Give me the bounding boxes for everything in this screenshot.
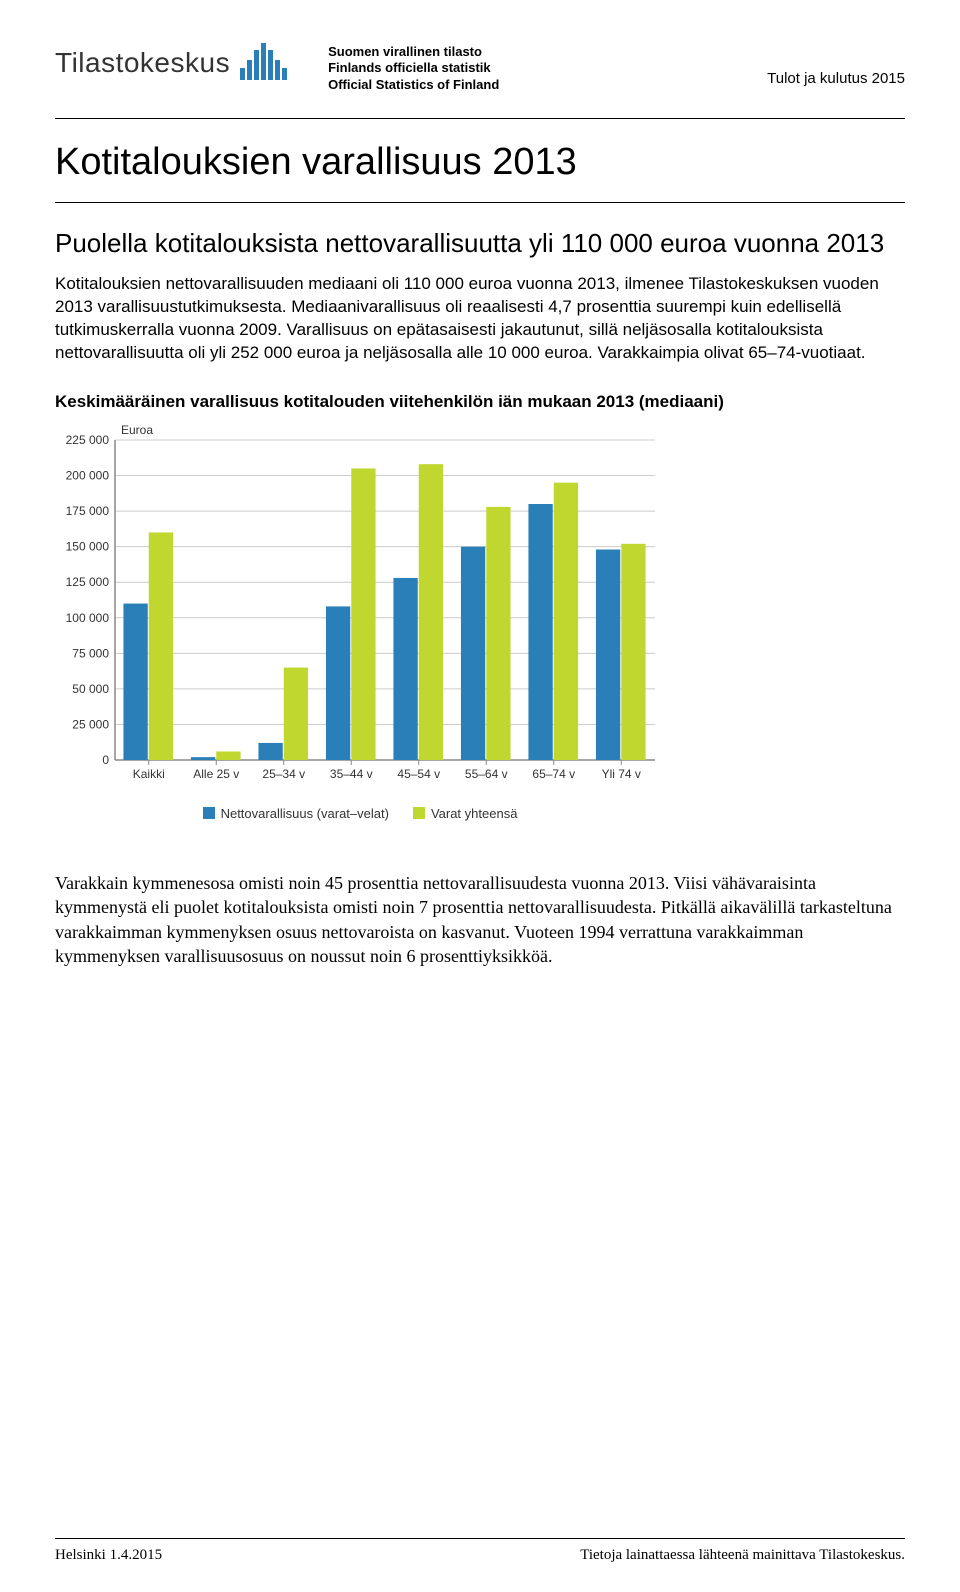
brand-logo: Tilastokeskus [55,40,288,85]
category-label: Tulot ja kulutus 2015 [767,70,905,87]
svg-text:45–54 v: 45–54 v [397,767,440,781]
footer: Helsinki 1.4.2015 Tietoja lainattaessa l… [55,1538,905,1564]
svt-en: Official Statistics of Finland [328,77,499,93]
svg-text:55–64 v: 55–64 v [465,767,508,781]
legend-swatch-icon [203,807,215,819]
svg-text:65–74 v: 65–74 v [532,767,575,781]
svg-text:150 000: 150 000 [66,540,110,554]
svt-block: Suomen virallinen tilasto Finlands offic… [328,44,499,93]
intro-paragraph: Kotitalouksien nettovarallisuuden mediaa… [55,273,905,365]
chart-legend: Nettovarallisuus (varat–velat) Varat yht… [55,806,665,821]
chart: 0 25 000 50 000 75 000 100 000 125 000 150 000… [55,420,665,821]
bars-icon [238,40,288,85]
svg-text:Euroa: Euroa [121,423,153,437]
svg-text:Kaikki: Kaikki [133,767,165,781]
svg-text:25–34 v: 25–34 v [262,767,305,781]
brand-text: Tilastokeskus [55,47,230,79]
svt-fi: Suomen virallinen tilasto [328,44,499,60]
svg-text:50 000: 50 000 [72,682,109,696]
divider [55,118,905,119]
footer-attribution: Tietoja lainattaessa lähteenä mainittava… [580,1547,905,1564]
legend-label-netto: Nettovarallisuus (varat–velat) [221,806,389,821]
divider [55,202,905,203]
body-paragraph: Varakkain kymmenesosa omisti noin 45 pro… [55,871,905,968]
chart-title: Keskimääräinen varallisuus kotitalouden … [55,391,905,414]
svg-text:225 000: 225 000 [66,433,110,447]
page-title: Kotitalouksien varallisuus 2013 [55,141,905,184]
svg-text:175 000: 175 000 [66,504,110,518]
svg-text:35–44 v: 35–44 v [330,767,373,781]
svg-text:75 000: 75 000 [72,646,109,660]
svt-sv: Finlands officiella statistik [328,60,499,76]
legend-swatch-icon [413,807,425,819]
svg-text:0: 0 [102,753,109,767]
svg-text:25 000: 25 000 [72,717,109,731]
svg-text:125 000: 125 000 [66,575,110,589]
svg-text:Yli 74 v: Yli 74 v [602,767,641,781]
legend-label-varat: Varat yhteensä [431,806,517,821]
svg-text:200 000: 200 000 [66,468,110,482]
footer-date: Helsinki 1.4.2015 [55,1547,162,1564]
legend-item-varat: Varat yhteensä [413,806,517,821]
bar-chart-svg: 0 25 000 50 000 75 000 100 000 125 000 150 000… [55,420,665,800]
svg-text:100 000: 100 000 [66,611,110,625]
subtitle: Puolella kotitalouksista nettovarallisuu… [55,227,905,260]
legend-item-netto: Nettovarallisuus (varat–velat) [203,806,389,821]
svg-text:Alle 25 v: Alle 25 v [193,767,239,781]
